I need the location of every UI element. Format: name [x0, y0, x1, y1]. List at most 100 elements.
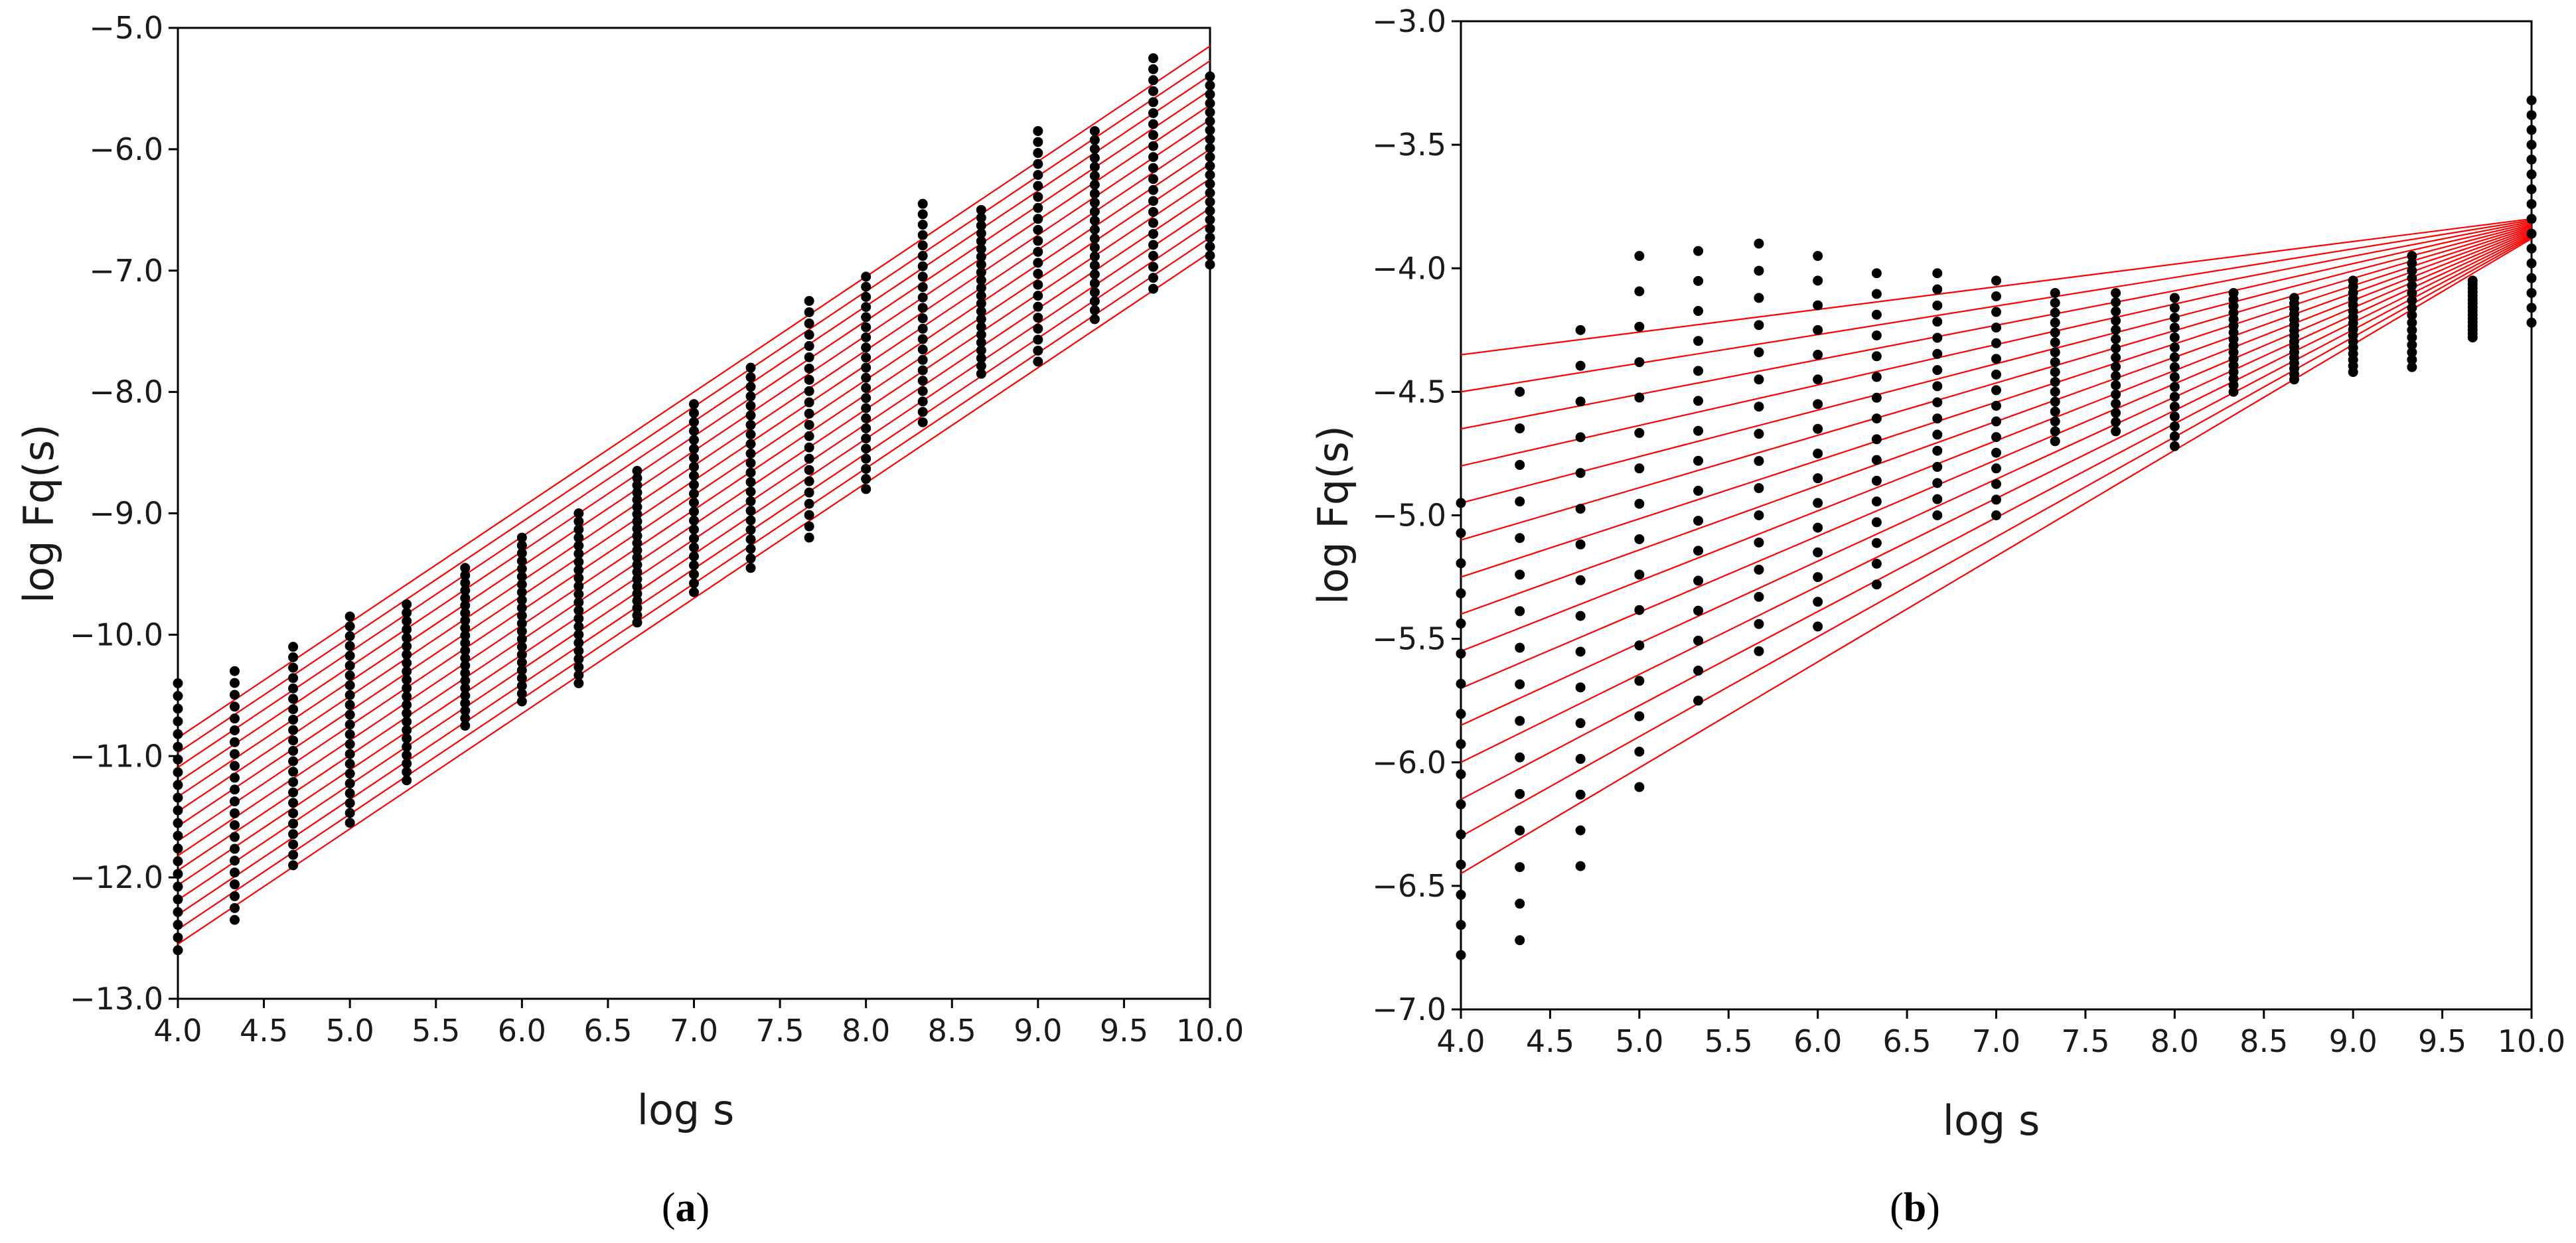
- panel-b-data-point: [1991, 385, 2001, 396]
- panel-b-y-tick-label: −5.5: [1372, 621, 1446, 657]
- panel-a-data-point: [288, 652, 299, 662]
- panel-b-data-point: [2526, 139, 2537, 150]
- panel-a-data-point: [976, 337, 986, 348]
- panel-b-data-point: [1991, 307, 2001, 317]
- panel-a-data-point: [1205, 224, 1215, 234]
- panel-b-data-point: [1991, 478, 2001, 489]
- panel-b-data-point: [1634, 605, 1645, 615]
- panel-a-data-point: [745, 563, 756, 573]
- panel-b-data-point: [1693, 516, 1704, 526]
- panel-a-x-axis-title: log s: [637, 1086, 735, 1134]
- panel-b-data-point: [2407, 273, 2417, 283]
- panel-a-data-point: [288, 725, 299, 735]
- panel-a-caption-close: ): [696, 1185, 710, 1230]
- panel-a-data-point: [573, 581, 584, 591]
- panel-a-data-point: [344, 729, 355, 740]
- panel-a-y-tick-label: −6.0: [89, 131, 163, 167]
- panel-a-data-point: [804, 431, 814, 441]
- panel-a-data-point: [344, 759, 355, 769]
- panel-b-data-point: [1456, 920, 1466, 930]
- panel-b-data-point: [1754, 402, 1764, 412]
- panel-a-data-point: [402, 741, 412, 752]
- panel-a-data-point: [230, 808, 240, 818]
- panel-b-data-point: [2526, 317, 2537, 328]
- panel-a-data-point: [573, 508, 584, 518]
- panel-b-data-point: [1932, 494, 1943, 504]
- panel-a-data-point: [1089, 125, 1100, 136]
- panel-b-y-tick-label: −7.0: [1372, 991, 1446, 1027]
- panel-b-x-tick-label: 10.0: [2498, 1023, 2565, 1059]
- panel-a-data-point: [632, 530, 643, 541]
- panel-a-y-ticks: −5.0 −6.0 −7.0 −8.0 −9.0 −10.0 −11.0 −12.0 −13.0: [70, 10, 178, 1017]
- panel-b-data-point: [2111, 343, 2121, 354]
- panel-a-data-point: [1089, 233, 1100, 244]
- panel-a-data-point: [1148, 64, 1158, 74]
- panel-a-data-point: [344, 640, 355, 651]
- panel-a-data-point: [1205, 107, 1215, 117]
- panel-a-data-point: [230, 891, 240, 901]
- panel-a-data-point: [861, 342, 871, 353]
- panel-a-data-point: [230, 879, 240, 890]
- panel-b-data-point: [1515, 569, 1525, 580]
- panel-a-data-point: [1089, 135, 1100, 145]
- panel-a-data-point: [516, 680, 527, 691]
- panel-b-data-point: [1634, 321, 1645, 332]
- panel-b-data-point: [1515, 496, 1525, 507]
- panel-a-data-point: [917, 354, 928, 365]
- panel-b-data-point: [2111, 297, 2121, 307]
- panel-a-data-point: [288, 808, 299, 818]
- panel-a-data-point: [1089, 242, 1100, 253]
- panel-a-data-point: [573, 670, 584, 680]
- panel-a-data-point: [804, 363, 814, 374]
- panel-a-data-point: [573, 532, 584, 543]
- panel-a-data-point: [689, 425, 699, 436]
- panel-a-data-point: [288, 662, 299, 673]
- panel-a-data-point: [1033, 291, 1043, 301]
- panel-a-data-point: [460, 593, 471, 603]
- panel-a-data-point: [861, 281, 871, 292]
- panel-a-data-point: [288, 673, 299, 684]
- panel-a-data-point: [1089, 171, 1100, 181]
- panel-b-data-point: [1515, 606, 1525, 617]
- panel-b-data-point: [1634, 286, 1645, 297]
- panel-a-data-point: [573, 629, 584, 640]
- panel-b-data-point: [1515, 935, 1525, 946]
- panel-b-data-point: [1693, 396, 1704, 406]
- panel-a-data-point: [632, 610, 643, 621]
- panel-a-data-point: [460, 690, 471, 701]
- panel-a-data-point: [1148, 283, 1158, 294]
- panel-b-x-tick-label: 6.5: [1883, 1023, 1932, 1059]
- panel-b-data-point: [1575, 432, 1586, 443]
- panel-b-data-point: [1871, 538, 1882, 548]
- panel-a-data-point: [632, 509, 643, 520]
- panel-a-data-point: [1148, 53, 1158, 64]
- panel-a-data-point: [745, 524, 756, 535]
- panel-a-data-point: [1089, 224, 1100, 235]
- panel-a-data-point: [173, 741, 183, 752]
- panel-a-data-point: [173, 907, 183, 917]
- panel-b-data-point: [1754, 646, 1764, 656]
- panel-a-data-point: [460, 600, 471, 611]
- panel-a-data-point: [1148, 97, 1158, 108]
- panel-b-y-tick-label: −6.0: [1372, 745, 1446, 780]
- panel-a-data-point: [917, 292, 928, 303]
- panel-b-y-ticks: −3.0 −3.5 −4.0 −4.5 −5.0 −5.5 −6.0 −6.5 −7.0: [1372, 3, 1461, 1027]
- panel-a-data-point: [976, 283, 986, 293]
- panel-a-y-tick-label: −10.0: [70, 617, 163, 652]
- panel-a-y-tick-label: −8.0: [89, 374, 163, 410]
- panel-b-data-point: [1754, 564, 1764, 575]
- panel-a-data-point: [573, 589, 584, 599]
- panel-a-x-ticks: 4.0 4.5 5.0 5.5 6.0 6.5 7.0 7.5 8.0 8.5 9.0 9.5 10.0: [153, 999, 1244, 1049]
- panel-a-data-point: [173, 894, 183, 905]
- panel-b-data-point: [2111, 417, 2121, 427]
- panel-a-data-point: [1148, 184, 1158, 195]
- panel-b-data-point: [1634, 711, 1645, 721]
- panel-a-data-point: [1205, 161, 1215, 171]
- panel-a-data-point: [1089, 269, 1100, 279]
- panel-a-data-point: [745, 429, 756, 440]
- panel-a-data-point: [1033, 224, 1043, 235]
- panel-b-data-point: [1456, 498, 1466, 508]
- panel-b-data-point: [2111, 352, 2121, 363]
- panel-b-data-point: [1693, 695, 1704, 706]
- panel-b-data-point: [2169, 303, 2180, 313]
